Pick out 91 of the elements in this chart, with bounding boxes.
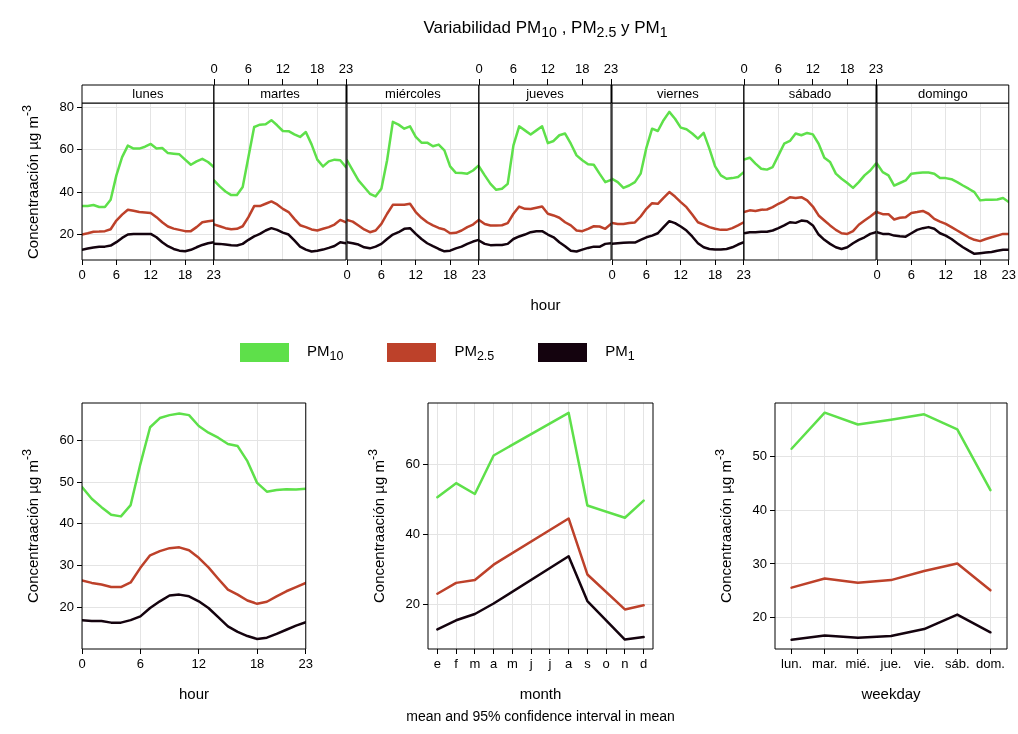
x-tick-label: o <box>602 656 610 672</box>
chart-subtitle: domingo <box>917 85 968 101</box>
x2-tick-label: 12 <box>276 60 291 76</box>
x-axis-title: month <box>518 685 563 702</box>
x-tick-label: e <box>433 656 441 672</box>
legend-label: PM$_{10}$ <box>307 342 344 363</box>
x-tick-label: s <box>584 656 592 672</box>
y-tick-label: 80 <box>59 98 74 114</box>
x-tick-label: 18 <box>177 267 193 283</box>
x-tick-label: sáb. <box>945 656 970 672</box>
text: mean and 95% confidence interval in mean <box>405 708 676 724</box>
x-tick-label: jue. <box>879 656 902 672</box>
x2-tick-label: 18 <box>575 60 590 76</box>
y-tick-label: 30 <box>59 557 74 573</box>
x-tick-label: d <box>640 656 648 672</box>
x-tick-label: 6 <box>112 267 120 283</box>
y-tick-label: 60 <box>59 431 74 447</box>
x-tick-label: 23 <box>471 267 486 283</box>
x-tick-label: 12 <box>938 267 953 283</box>
legend-label: PM$_{1}$ <box>605 342 635 363</box>
chart-subtitle: sábado <box>788 85 832 101</box>
x-tick-label: m <box>506 656 518 672</box>
x-tick-label: 12 <box>673 267 688 283</box>
x-tick-label: mié. <box>845 656 871 672</box>
y-tick-label: 40 <box>59 515 74 531</box>
x2-tick-label: 18 <box>840 60 855 76</box>
y-tick-label: 30 <box>752 555 767 571</box>
y-tick-label: 20 <box>405 596 420 612</box>
x-tick-label: 18 <box>249 656 265 672</box>
x-tick-label: 0 <box>78 267 86 283</box>
y-tick-label: 40 <box>752 501 767 517</box>
x-tick-label: 6 <box>642 267 650 283</box>
chart-subtitle: lunes <box>132 85 164 101</box>
x-tick-label: 6 <box>136 656 144 672</box>
x-axis-title: hour <box>178 685 210 702</box>
y-tick-label: 50 <box>59 473 74 489</box>
y-tick-label: 20 <box>752 609 767 625</box>
x-tick-label: 23 <box>206 267 221 283</box>
x-tick-label: m <box>469 656 481 672</box>
x-tick-label: vie. <box>914 656 935 672</box>
y-tick-label: 40 <box>59 183 74 199</box>
x-tick-label: 0 <box>343 267 351 283</box>
x2-tick-label: 23 <box>604 60 619 76</box>
y-tick-label: 20 <box>59 599 74 615</box>
x-tick-label: 12 <box>408 267 423 283</box>
x2-tick-label: 6 <box>510 60 518 76</box>
x-axis-title: weekday <box>860 685 922 702</box>
x-tick-label: 12 <box>191 656 206 672</box>
x2-tick-label: 0 <box>475 60 483 76</box>
x2-tick-label: 18 <box>310 60 325 76</box>
y-tick-label: 40 <box>405 526 420 542</box>
x-tick-label: 6 <box>907 267 915 283</box>
x-tick-label: mar. <box>812 656 838 672</box>
y-tick-label: 50 <box>752 447 767 463</box>
x-tick-label: a <box>490 656 499 672</box>
chart-subtitle: jueves <box>525 85 565 101</box>
x-tick-label: 18 <box>972 267 987 283</box>
x2-tick-label: 6 <box>774 60 783 76</box>
x-tick-label: 18 <box>442 267 458 283</box>
x2-tick-label: 12 <box>540 60 556 76</box>
x2-tick-label: 0 <box>210 60 219 76</box>
legend-label: PM$_{2.5}$ <box>454 342 495 363</box>
x-tick-label: f <box>454 656 459 672</box>
chart-subtitle: miércoles <box>384 85 442 101</box>
x2-tick-label: 6 <box>245 60 253 76</box>
x-tick-label: j <box>528 656 533 672</box>
y-tick-label: 60 <box>59 141 74 157</box>
x-tick-label: 0 <box>872 267 881 283</box>
x2-tick-label: 0 <box>740 60 748 76</box>
x-tick-label: n <box>621 656 629 672</box>
x2-tick-label: 23 <box>868 60 884 76</box>
x-tick-label: 12 <box>143 267 158 283</box>
x2-tick-label: 12 <box>805 60 821 76</box>
x-tick-label: 0 <box>608 267 616 283</box>
x-tick-label: dom. <box>975 656 1005 672</box>
y-tick-label: 60 <box>405 456 420 472</box>
x-tick-label: 6 <box>377 267 385 283</box>
x-axis-title: hour <box>529 296 562 313</box>
x-tick-label: j <box>547 656 552 672</box>
x-tick-label: lun. <box>781 656 803 672</box>
x-tick-label: 23 <box>1001 267 1016 283</box>
chart-title: Variabilidad PM$_{10}$ , PM$_{2.5}$ y PM$_{1}$ <box>422 18 669 41</box>
chart-subtitle: viernes <box>656 85 700 101</box>
x-tick-label: 0 <box>78 656 86 672</box>
y-tick-label: 20 <box>59 226 74 242</box>
x-tick-label: 23 <box>736 267 751 283</box>
x-tick-label: 23 <box>298 656 313 672</box>
x2-tick-label: 23 <box>339 60 354 76</box>
x-tick-label: 18 <box>707 267 723 283</box>
chart-subtitle: martes <box>260 85 301 101</box>
x-tick-label: a <box>565 656 574 672</box>
